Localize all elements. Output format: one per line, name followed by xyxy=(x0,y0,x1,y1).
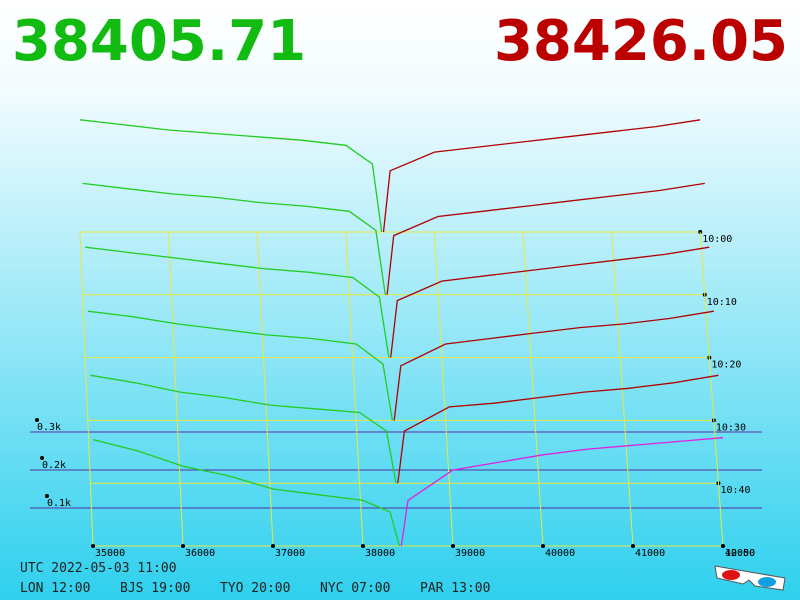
price-grid-line xyxy=(168,231,184,547)
price-tick xyxy=(91,544,95,548)
price-grid-line xyxy=(522,231,544,547)
time-tick-label: 10:40 xyxy=(720,485,750,496)
bid-depth-line xyxy=(85,246,390,358)
price-tick-label: 39000 xyxy=(455,548,485,559)
volume-tick xyxy=(40,456,44,460)
volume-tick xyxy=(45,494,49,498)
ask-price: 38426.05 xyxy=(494,9,788,74)
price-grid-line xyxy=(699,231,724,547)
price-grid-line xyxy=(79,231,94,547)
utc-time: UTC 2022-05-03 11:00 xyxy=(20,561,177,576)
ask-depth-line xyxy=(397,374,719,484)
zones: LON 12:00 BJS 19:00 TYO 20:00 NYC 07:00 PAR … xyxy=(20,581,490,596)
bid-depth-line xyxy=(92,438,401,547)
ask-depth-line xyxy=(400,437,724,547)
time-tick-label: 10:50 xyxy=(725,548,755,559)
price-tick xyxy=(541,544,545,548)
volume-tick-label: 0.3k xyxy=(37,422,61,433)
price-tick xyxy=(631,544,635,548)
price-grid-line xyxy=(345,231,364,547)
price-tick xyxy=(271,544,275,548)
price-tick-label: 36000 xyxy=(185,548,215,559)
bid-depth-line xyxy=(82,182,386,295)
price-grid-line xyxy=(256,231,274,547)
zone-time: BJS 19:00 xyxy=(120,581,190,596)
time-tick-label: 10:00 xyxy=(702,234,732,245)
ask-depth-line xyxy=(393,310,715,421)
time-tick-label: 10:30 xyxy=(716,422,746,433)
volume-tick-label: 0.1k xyxy=(47,498,71,509)
price-tick xyxy=(451,544,455,548)
price-tick xyxy=(361,544,365,548)
volume-tick-label: 0.2k xyxy=(42,460,66,471)
volume-tick xyxy=(35,418,39,422)
price-grid-line xyxy=(433,231,454,547)
time-tick-label: 10:10 xyxy=(707,297,737,308)
ask-depth-line xyxy=(382,119,701,233)
price-tick-label: 35000 xyxy=(95,548,125,559)
bid-depth-line xyxy=(87,310,394,421)
price-tick xyxy=(721,544,725,548)
bid-price: 38405.71 xyxy=(12,9,306,74)
price-tick-label: 38000 xyxy=(365,548,395,559)
price-tick-label: 37000 xyxy=(275,548,305,559)
ask-depth-line xyxy=(386,182,705,295)
ask-depth-line xyxy=(390,246,710,358)
price-tick-label: 42000 xyxy=(725,548,755,559)
price-tick xyxy=(181,544,185,548)
zone-time: NYC 07:00 xyxy=(320,581,390,596)
bid-depth-line xyxy=(90,374,397,484)
bid-depth-line xyxy=(79,119,383,233)
zone-time: TYO 20:00 xyxy=(220,581,290,596)
time-tick-label: 10:20 xyxy=(711,360,741,371)
zone-time: PAR 13:00 xyxy=(420,581,490,596)
price-tick-label: 40000 xyxy=(545,548,575,559)
glasses-icon xyxy=(714,565,786,591)
zone-time: LON 12:00 xyxy=(20,581,90,596)
price-tick-label: 41000 xyxy=(635,548,665,559)
plot: 0.1k 0.2k 0.3k 10:00 10:10 10:20 10:30 10:40 10:… xyxy=(30,119,762,559)
